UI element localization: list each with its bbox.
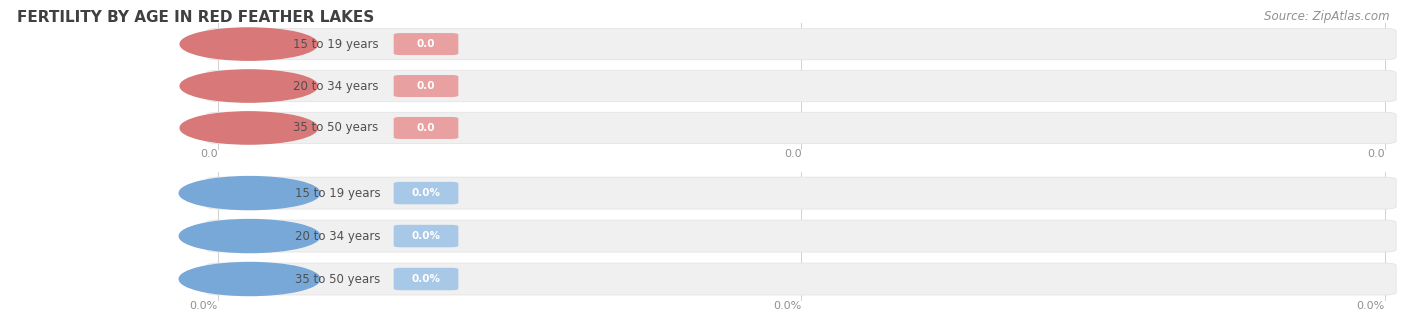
Circle shape <box>180 112 318 144</box>
Text: 0.0%: 0.0% <box>412 188 440 198</box>
FancyBboxPatch shape <box>394 268 458 290</box>
Text: 0.0%: 0.0% <box>190 301 218 311</box>
Text: 0.0: 0.0 <box>1367 149 1385 159</box>
FancyBboxPatch shape <box>207 177 1396 209</box>
FancyBboxPatch shape <box>207 263 1396 295</box>
Circle shape <box>180 28 318 60</box>
Text: 20 to 34 years: 20 to 34 years <box>294 80 380 92</box>
FancyBboxPatch shape <box>394 33 458 55</box>
FancyBboxPatch shape <box>207 70 1396 102</box>
Circle shape <box>180 70 318 102</box>
Circle shape <box>179 219 321 252</box>
Text: 15 to 19 years: 15 to 19 years <box>294 38 380 50</box>
Text: 35 to 50 years: 35 to 50 years <box>294 121 378 134</box>
FancyBboxPatch shape <box>394 117 458 139</box>
Text: Source: ZipAtlas.com: Source: ZipAtlas.com <box>1264 10 1389 23</box>
Circle shape <box>179 177 321 210</box>
FancyBboxPatch shape <box>207 112 1396 144</box>
Text: 0.0: 0.0 <box>416 81 436 91</box>
Text: 0.0: 0.0 <box>416 39 436 49</box>
FancyBboxPatch shape <box>394 75 458 97</box>
Text: 20 to 34 years: 20 to 34 years <box>295 230 381 243</box>
Text: FERTILITY BY AGE IN RED FEATHER LAKES: FERTILITY BY AGE IN RED FEATHER LAKES <box>17 10 374 25</box>
Circle shape <box>179 262 321 296</box>
FancyBboxPatch shape <box>394 182 458 204</box>
FancyBboxPatch shape <box>207 220 1396 252</box>
Text: 0.0%: 0.0% <box>1357 301 1385 311</box>
Text: 0.0: 0.0 <box>416 123 436 133</box>
FancyBboxPatch shape <box>207 28 1396 60</box>
FancyBboxPatch shape <box>394 225 458 247</box>
Text: 0.0: 0.0 <box>200 149 218 159</box>
Text: 0.0%: 0.0% <box>412 274 440 284</box>
Text: 0.0: 0.0 <box>783 149 801 159</box>
Text: 0.0%: 0.0% <box>773 301 801 311</box>
Text: 15 to 19 years: 15 to 19 years <box>295 186 381 200</box>
Text: 0.0%: 0.0% <box>412 231 440 241</box>
Text: 35 to 50 years: 35 to 50 years <box>295 273 381 285</box>
